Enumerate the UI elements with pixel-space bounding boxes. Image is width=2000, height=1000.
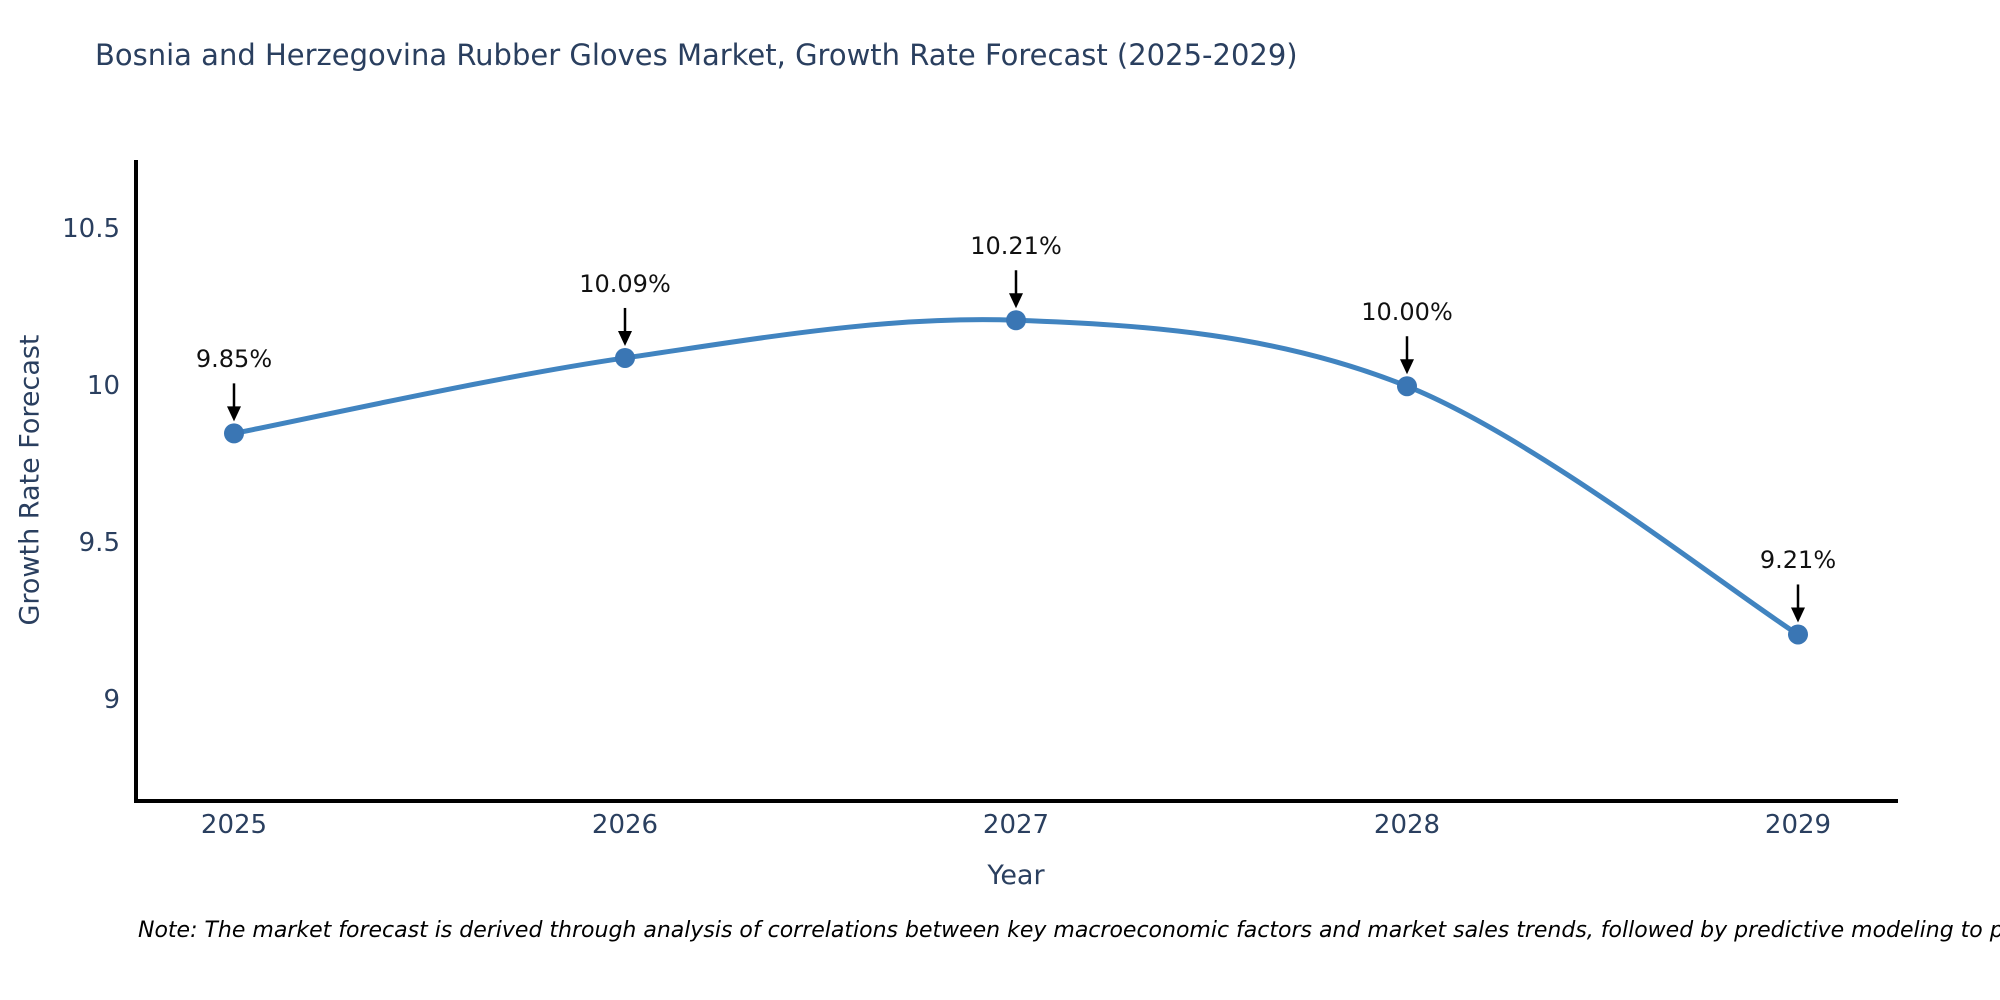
data-point-marker [1006,310,1026,331]
annotation-arrow-head [227,406,241,422]
y-tick-label: 9.5 [78,528,120,559]
x-tick-label: 2027 [982,810,1050,840]
point-value-label: 9.85% [195,345,273,374]
annotation-arrow-head [1791,607,1805,623]
point-value-label: 10.00% [1361,298,1453,327]
point-value-label: 10.09% [579,269,671,298]
x-tick-label: 2028 [1373,810,1441,840]
x-tick-label: 2026 [591,810,659,840]
y-tick-label: 9 [103,685,120,716]
data-point-marker [1397,376,1417,397]
x-axis-title: Year [987,860,1045,891]
point-value-label: 9.21% [1759,546,1837,575]
annotation-arrow-head [1400,359,1414,375]
x-tick-label: 2025 [200,810,268,840]
annotation-arrow-head [1009,293,1023,309]
point-value-label: 10.21% [970,232,1062,261]
y-tick-label: 10 [86,371,120,402]
y-tick-label: 10.5 [62,214,120,245]
forecast-line [231,317,1801,637]
footnote: Note: The market forecast is derived thr… [138,918,2000,943]
annotation-arrow-head [618,330,632,346]
data-point-marker [615,347,635,368]
data-point-marker [224,423,244,444]
x-tick-label: 2029 [1764,810,1832,840]
chart-title: Bosnia and Herzegovina Rubber Gloves Mar… [95,38,1298,72]
data-point-marker [1788,624,1808,645]
